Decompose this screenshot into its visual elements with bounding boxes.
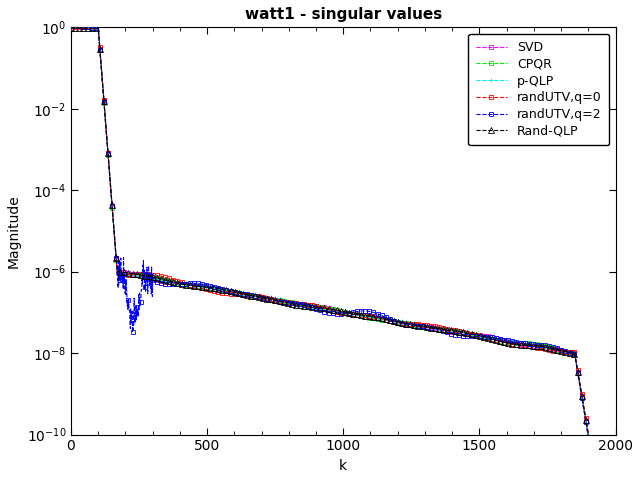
Line: CPQR: CPQR <box>69 24 591 438</box>
CPQR <box>188 283 195 288</box>
randUTV,q=2 <box>273 299 280 304</box>
SVD <box>273 298 280 303</box>
randUTV,q=0 <box>445 326 453 332</box>
CPQR <box>184 282 191 288</box>
CPQR <box>141 273 148 279</box>
Line: SVD: SVD <box>69 24 591 438</box>
p-QLP <box>94 24 102 29</box>
CPQR <box>67 23 75 28</box>
randUTV,q=0 <box>67 25 75 31</box>
Rand-QLP <box>445 327 452 333</box>
randUTV,q=2 <box>67 23 75 28</box>
Line: Rand-QLP: Rand-QLP <box>68 25 591 438</box>
X-axis label: k: k <box>339 459 348 473</box>
randUTV,q=2 <box>92 26 100 32</box>
Y-axis label: Magnitude: Magnitude <box>7 194 21 268</box>
Line: randUTV,q=2: randUTV,q=2 <box>69 24 591 439</box>
p-QLP <box>92 24 100 29</box>
Line: randUTV,q=0: randUTV,q=0 <box>69 24 591 435</box>
randUTV,q=0 <box>92 23 100 29</box>
SVD <box>184 282 191 288</box>
p-QLP <box>188 281 195 287</box>
Rand-QLP <box>273 298 280 303</box>
randUTV,q=0 <box>273 297 280 303</box>
randUTV,q=2 <box>141 275 149 281</box>
CPQR <box>273 297 280 302</box>
randUTV,q=2 <box>69 23 77 28</box>
randUTV,q=0 <box>141 272 149 277</box>
Rand-QLP <box>584 432 592 438</box>
Rand-QLP <box>141 273 148 278</box>
SVD <box>67 23 75 28</box>
randUTV,q=2 <box>184 280 191 286</box>
randUTV,q=0 <box>87 23 95 28</box>
p-QLP <box>67 24 75 30</box>
CPQR <box>584 433 592 439</box>
p-QLP <box>584 432 592 438</box>
randUTV,q=2 <box>445 330 453 336</box>
p-QLP <box>141 274 149 280</box>
randUTV,q=0 <box>188 283 195 288</box>
Rand-QLP <box>67 24 75 30</box>
CPQR <box>92 25 100 31</box>
p-QLP <box>184 281 191 287</box>
randUTV,q=2 <box>188 280 195 286</box>
SVD <box>188 282 195 288</box>
SVD <box>92 24 100 30</box>
Title: watt1 - singular values: watt1 - singular values <box>244 7 442 22</box>
CPQR <box>445 327 452 333</box>
randUTV,q=0 <box>584 430 592 435</box>
SVD <box>445 328 452 334</box>
SVD <box>584 433 592 439</box>
Rand-QLP <box>184 282 191 288</box>
Rand-QLP <box>188 283 195 288</box>
Rand-QLP <box>92 25 100 31</box>
p-QLP <box>445 328 453 334</box>
Legend: SVD, CPQR, p-QLP, randUTV,q=0, randUTV,q=2, Rand-QLP: SVD, CPQR, p-QLP, randUTV,q=0, randUTV,q… <box>468 34 609 145</box>
SVD <box>141 274 148 279</box>
Line: p-QLP: p-QLP <box>69 24 591 437</box>
randUTV,q=2 <box>584 434 592 440</box>
p-QLP <box>273 296 280 301</box>
randUTV,q=0 <box>184 281 191 287</box>
